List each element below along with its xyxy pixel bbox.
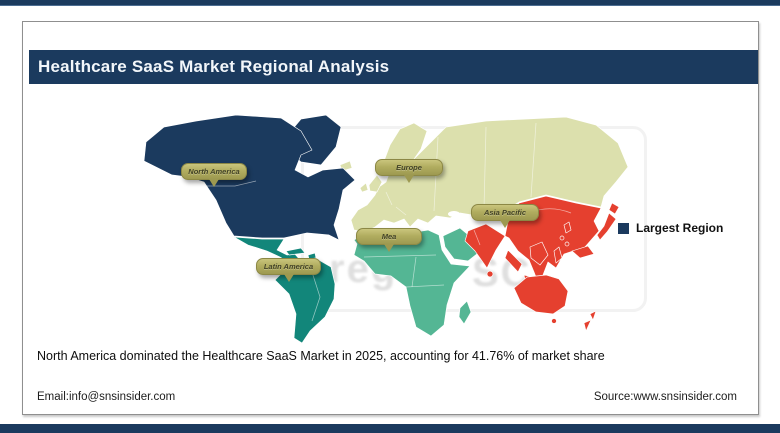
landmass-philippines-island <box>564 241 570 247</box>
landmass-arabia <box>442 227 483 262</box>
landmass-sri-lanka <box>486 270 494 278</box>
landmass-new-zealand-south <box>583 319 592 332</box>
landmass-new-zealand-north <box>589 310 597 321</box>
country-borders <box>152 122 572 322</box>
legend: Largest Region <box>618 221 723 235</box>
map-label-mea: Mea <box>356 228 422 252</box>
landmass-japan-north <box>608 202 620 215</box>
landmass-tasmania <box>551 318 557 324</box>
map-label-asia-pacific: Asia Pacific <box>471 204 539 228</box>
landmass-ireland <box>359 182 369 193</box>
region-latin-america <box>233 236 336 344</box>
landmass-uk <box>368 174 383 193</box>
map-label-north-america: North America <box>181 163 247 187</box>
footer: Email:info@snsinsider.com Source:www.sns… <box>37 391 737 403</box>
bottom-accent-bar <box>0 424 780 433</box>
landmass-philippines-island <box>559 235 565 241</box>
infographic-frame: Healthcare SaaS Market Regional Analysis… <box>22 21 759 415</box>
landmass-sulawesi <box>553 246 563 264</box>
landmass-north-america <box>143 114 356 241</box>
top-accent-bar <box>0 0 780 6</box>
landmass-borneo <box>529 241 549 266</box>
caption-text: North America dominated the Healthcare S… <box>37 349 605 363</box>
footer-source: Source:www.snsinsider.com <box>593 391 737 403</box>
legend-label: Largest Region <box>636 221 724 235</box>
landmass-philippines <box>563 221 572 234</box>
landmass-india <box>464 223 506 269</box>
legend-swatch <box>618 222 629 234</box>
title-bar: Healthcare SaaS Market Regional Analysis <box>29 50 758 84</box>
landmass-australia <box>513 274 569 315</box>
footer-email: Email:info@snsinsider.com <box>37 391 176 403</box>
region-north-america <box>143 114 356 241</box>
landmass-new-guinea <box>571 245 595 259</box>
landmass-sumatra <box>504 249 523 273</box>
black-sea <box>448 211 460 217</box>
map-label-latin-america: Latin America <box>256 258 321 282</box>
page-title: Healthcare SaaS Market Regional Analysis <box>38 57 390 76</box>
landmass-cuba <box>285 247 306 256</box>
landmass-madagascar <box>458 300 472 325</box>
landmass-japan-south <box>596 212 617 241</box>
map-label-europe: Europe <box>375 159 443 183</box>
